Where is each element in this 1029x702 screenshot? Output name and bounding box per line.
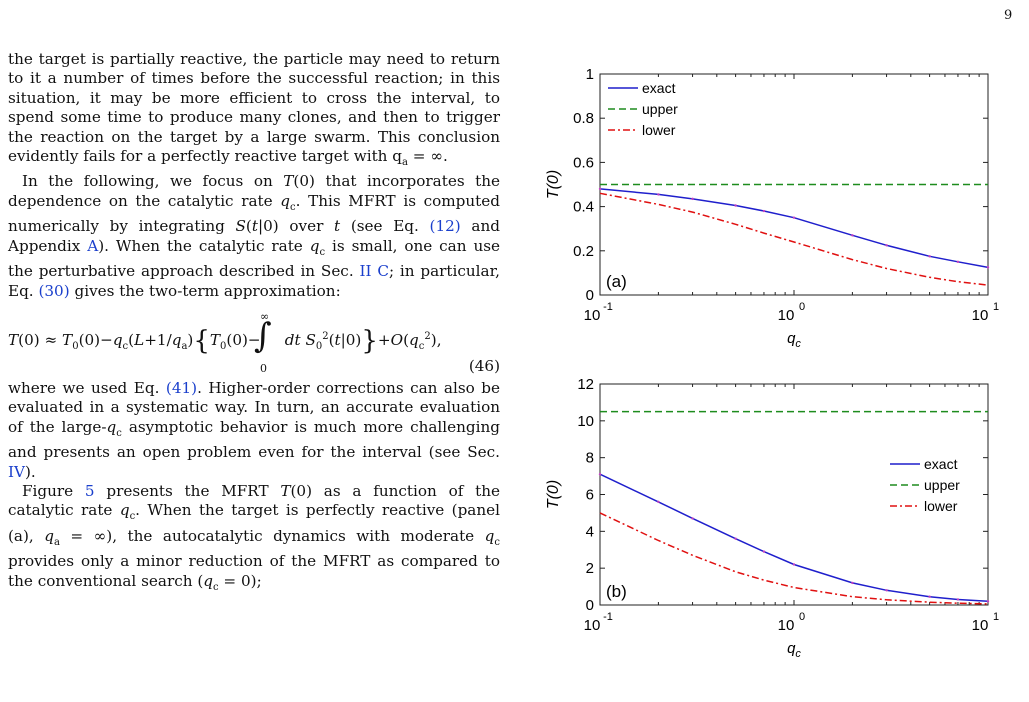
x-tick-label: 10 [584,307,601,324]
y-tick-label: 4 [586,523,594,540]
x-tick-exponent: 1 [993,611,999,623]
exact-data-point [691,197,694,201]
exact-data-point [657,193,660,196]
x-tick-exponent: -1 [603,611,613,623]
ref-eq30[interactable]: (30) [38,281,70,300]
y-tick-label: 0.4 [573,199,594,216]
paragraph-1: the target is partially reactive, the pa… [8,50,500,169]
y-tick-label: 0.6 [573,154,594,171]
exact-data-point [792,563,796,566]
y-tick-label: 10 [577,413,594,430]
paragraph-2: In the following, we focus on T(0) that … [8,172,501,300]
exact-data-point [851,234,854,237]
page-number: 9 [1004,8,1013,23]
exact-data-point [734,537,737,540]
legend-label-upper: upper [642,101,678,117]
legend-label-exact: exact [924,456,958,472]
exact-data-point [657,500,660,504]
legend-label-exact: exact [642,80,676,96]
legend-label-upper: upper [924,477,960,493]
panel-label: (b) [606,582,627,601]
exact-data-point [851,581,854,585]
exact-data-point [986,266,990,269]
y-tick-label: 8 [586,450,594,467]
x-tick-exponent: 0 [799,611,805,623]
ref-eq12[interactable]: (12) [429,217,461,236]
y-tick-label: 12 [577,376,594,393]
exact-data-point [762,209,766,213]
series-line-lower [599,512,989,605]
y-tick-label: 2 [586,560,594,577]
text-column: the target is partially reactive, the pa… [8,50,500,597]
exact-data-point [956,598,960,601]
y-tick-label: 0 [586,287,594,304]
exact-data-point [598,473,602,476]
y-tick-label: 0 [586,597,594,614]
x-tick-label: 10 [972,307,989,324]
legend-label-lower: lower [642,122,676,138]
x-tick-exponent: 0 [799,301,805,313]
exact-data-point [928,255,931,258]
series-line-exact [599,473,989,603]
figure-5: 0 0.2 0.4 0.6 0.8 1 10 -1 10 0 10 1 qc T(0) (a) exact up… [540,60,1010,700]
y-axis-label: T(0) [545,480,562,509]
y-tick-label: 6 [586,487,594,504]
panel-label: (a) [606,272,627,291]
x-tick-label: 10 [778,307,795,324]
exact-data-point [734,204,737,207]
ref-eq41[interactable]: (41) [165,378,198,397]
y-tick-label: 1 [586,66,594,83]
exact-data-point [792,216,796,219]
exact-data-point [762,550,766,553]
ref-sec-iv[interactable]: IV [8,462,25,481]
x-tick-label: 10 [584,617,601,634]
y-tick-label: 0.2 [573,243,594,260]
paragraph-3: where we used Eq. (41). Higher-order cor… [8,378,500,481]
exact-data-point [885,589,888,592]
exact-data-point [928,595,931,598]
x-axis-label: qc [787,330,801,350]
y-axis-label: T(0) [545,170,562,199]
paragraph-4: Figure 5 presents the MFRT T(0) as a fun… [8,482,501,593]
x-tick-exponent: -1 [603,301,613,313]
plot-frame [599,383,989,606]
exact-data-point [885,244,888,247]
x-axis-label: qc [787,640,801,660]
x-tick-label: 10 [778,617,795,634]
x-tick-label: 10 [972,617,989,634]
equation-46: T(0) ≈ T0(0)−qc(L+1/qa){T0(0)− dt S02(t|… [8,309,500,375]
ref-figure-5[interactable]: 5 [84,482,95,501]
ref-sec-iic[interactable]: II C [359,262,389,281]
exact-data-point [956,260,960,264]
x-tick-exponent: 1 [993,301,999,313]
y-tick-label: 0.8 [573,110,594,127]
exact-data-point [691,517,694,520]
exact-data-point [598,187,602,191]
exact-data-point [986,600,990,603]
legend-label-lower: lower [924,498,958,514]
series-line-lower [599,192,989,286]
ref-appendix-a[interactable]: A [87,236,99,255]
